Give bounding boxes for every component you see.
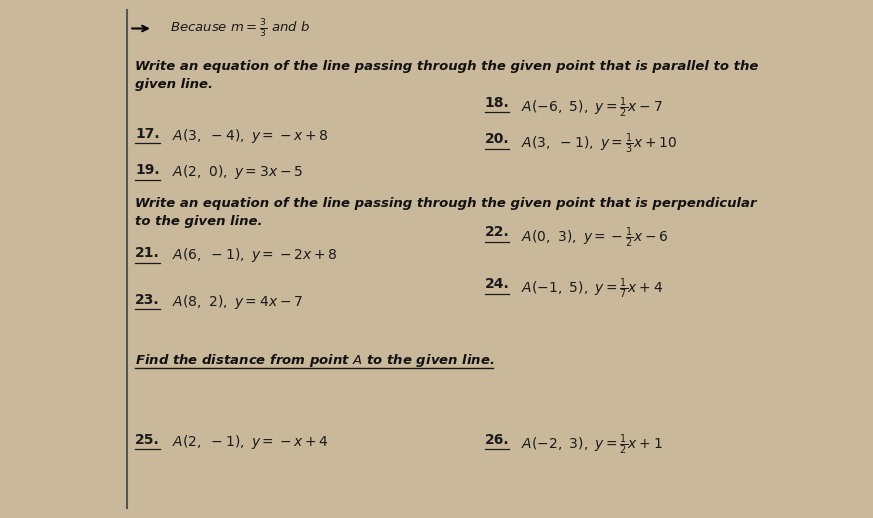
Text: $A(-1,\ 5),\ y = \frac{1}{7}x + 4$: $A(-1,\ 5),\ y = \frac{1}{7}x + 4$ — [513, 277, 663, 301]
Text: $A(3,\ -1),\ y = \frac{1}{3}x + 10$: $A(3,\ -1),\ y = \frac{1}{3}x + 10$ — [513, 132, 677, 156]
Text: $A(8,\ 2),\ y = 4x - 7$: $A(8,\ 2),\ y = 4x - 7$ — [164, 293, 303, 311]
Text: 23.: 23. — [135, 293, 160, 307]
Text: $A(6,\ -1),\ y = -2x + 8$: $A(6,\ -1),\ y = -2x + 8$ — [164, 246, 338, 264]
Text: 24.: 24. — [485, 277, 509, 291]
Text: 17.: 17. — [135, 127, 160, 141]
Text: 25.: 25. — [135, 433, 160, 447]
Text: 21.: 21. — [135, 246, 160, 260]
Text: $A(0,\ 3),\ y = -\frac{1}{2}x - 6$: $A(0,\ 3),\ y = -\frac{1}{2}x - 6$ — [513, 225, 669, 250]
Text: 26.: 26. — [485, 433, 509, 447]
Text: Write an equation of the line passing through the given point that is perpendicu: Write an equation of the line passing th… — [135, 197, 757, 228]
Text: 19.: 19. — [135, 163, 160, 177]
Text: $A(-2,\ 3),\ y = \frac{1}{2}x + 1$: $A(-2,\ 3),\ y = \frac{1}{2}x + 1$ — [513, 433, 663, 457]
Text: Write an equation of the line passing through the given point that is parallel t: Write an equation of the line passing th… — [135, 60, 759, 91]
Text: Find the distance from point $A$ to the given line.: Find the distance from point $A$ to the … — [135, 352, 495, 369]
Text: 18.: 18. — [485, 96, 509, 110]
Text: 22.: 22. — [485, 225, 509, 239]
Text: $A(-6,\ 5),\ y = \frac{1}{2}x - 7$: $A(-6,\ 5),\ y = \frac{1}{2}x - 7$ — [513, 96, 663, 120]
Text: $A(2,\ -1),\ y = -x + 4$: $A(2,\ -1),\ y = -x + 4$ — [164, 433, 329, 451]
Text: 20.: 20. — [485, 132, 509, 146]
Text: $A(3,\ -4),\ y = -x + 8$: $A(3,\ -4),\ y = -x + 8$ — [164, 127, 328, 145]
Text: $A(2,\ 0),\ y = 3x - 5$: $A(2,\ 0),\ y = 3x - 5$ — [164, 163, 303, 181]
Text: Because $m = \frac{3}{3}$ and $b$: Because $m = \frac{3}{3}$ and $b$ — [170, 18, 311, 39]
